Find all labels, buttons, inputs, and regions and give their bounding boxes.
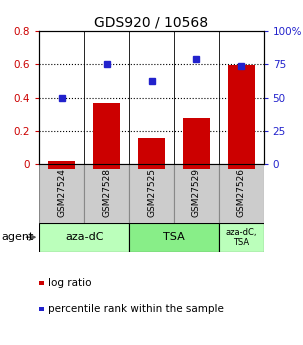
Text: GSM27528: GSM27528 [102,168,111,217]
Bar [93,102,120,164]
Bar [39,164,84,223]
Text: agent: agent [2,232,34,242]
Bar [183,164,210,169]
Text: GSM27529: GSM27529 [192,168,201,217]
Text: aza-dC: aza-dC [65,232,104,242]
Text: TSA: TSA [163,232,185,242]
Bar [93,164,120,169]
Text: aza-dC,
TSA: aza-dC, TSA [225,227,257,247]
Bar [48,164,75,169]
Bar [174,164,219,223]
Bar [228,65,255,164]
Text: GSM27526: GSM27526 [237,168,246,217]
Bar [228,164,255,169]
Bar [183,118,210,164]
Bar [219,223,264,252]
Text: GSM27525: GSM27525 [147,168,156,217]
Text: percentile rank within the sample: percentile rank within the sample [48,304,224,314]
Bar [138,164,165,169]
Bar [48,161,75,164]
Bar [39,223,129,252]
Bar [138,138,165,164]
Bar [219,164,264,223]
Bar [84,164,129,223]
Title: GDS920 / 10568: GDS920 / 10568 [95,16,208,30]
Bar [129,223,219,252]
Text: log ratio: log ratio [48,278,92,288]
Bar [129,164,174,223]
Text: GSM27524: GSM27524 [57,168,66,217]
